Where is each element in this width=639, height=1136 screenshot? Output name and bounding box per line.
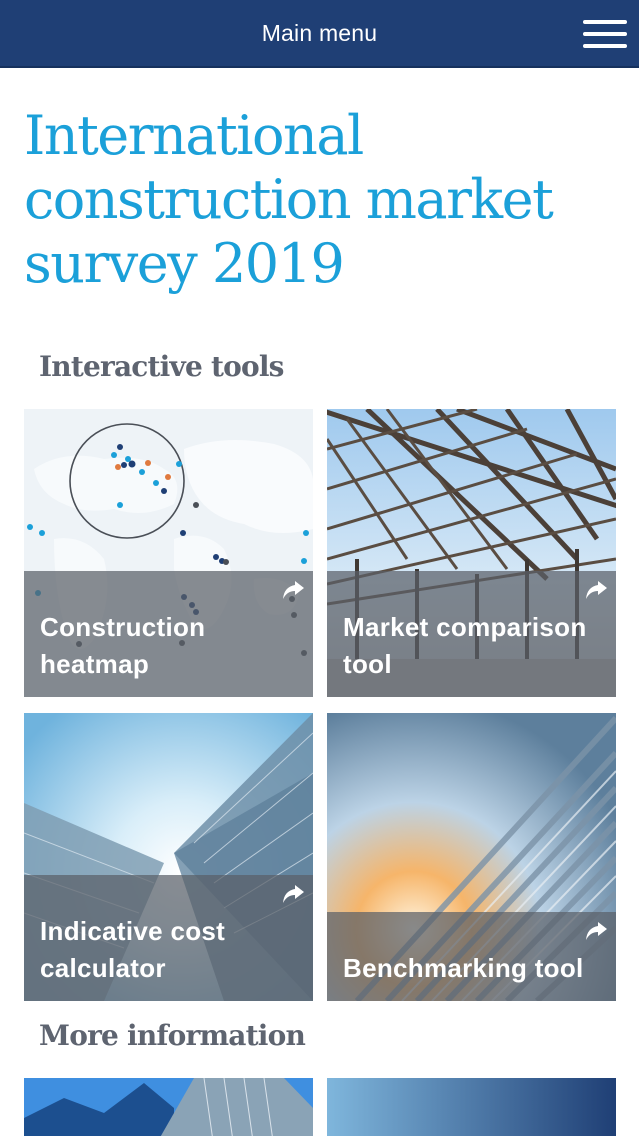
tile-label: Benchmarking tool xyxy=(343,953,584,983)
building-photo-image xyxy=(24,1078,313,1136)
page-title: International construction market survey… xyxy=(24,104,554,295)
blue-gradient-image xyxy=(327,1078,616,1136)
tile-construction-heatmap[interactable]: Construction heatmap xyxy=(24,409,313,697)
hamburger-icon[interactable] xyxy=(583,20,627,48)
more-info-tile[interactable] xyxy=(327,1078,616,1136)
tile-indicative-cost-calculator[interactable]: Indicative cost calculator xyxy=(24,713,313,1001)
tile-label: Indicative cost calculator xyxy=(40,916,226,983)
header-bar: Main menu xyxy=(0,0,639,68)
share-arrow-icon xyxy=(283,885,304,903)
more-information-heading: More information xyxy=(39,1019,306,1052)
tile-overlay xyxy=(327,571,616,697)
interactive-tools-heading: Interactive tools xyxy=(39,350,284,383)
tile-overlay xyxy=(24,875,313,1001)
share-arrow-icon xyxy=(586,581,607,599)
tile-benchmarking-tool[interactable]: Benchmarking tool xyxy=(327,713,616,1001)
tile-label: Construction heatmap xyxy=(40,612,206,679)
share-arrow-icon xyxy=(283,581,304,599)
tile-overlay xyxy=(327,912,616,1001)
main-menu-label[interactable]: Main menu xyxy=(261,19,378,46)
tile-label: Market comparison tool xyxy=(343,612,587,679)
tile-overlay xyxy=(24,571,313,697)
more-info-tile[interactable] xyxy=(24,1078,313,1136)
tile-market-comparison-tool[interactable]: Market comparison tool xyxy=(327,409,616,697)
share-arrow-icon xyxy=(586,922,607,940)
